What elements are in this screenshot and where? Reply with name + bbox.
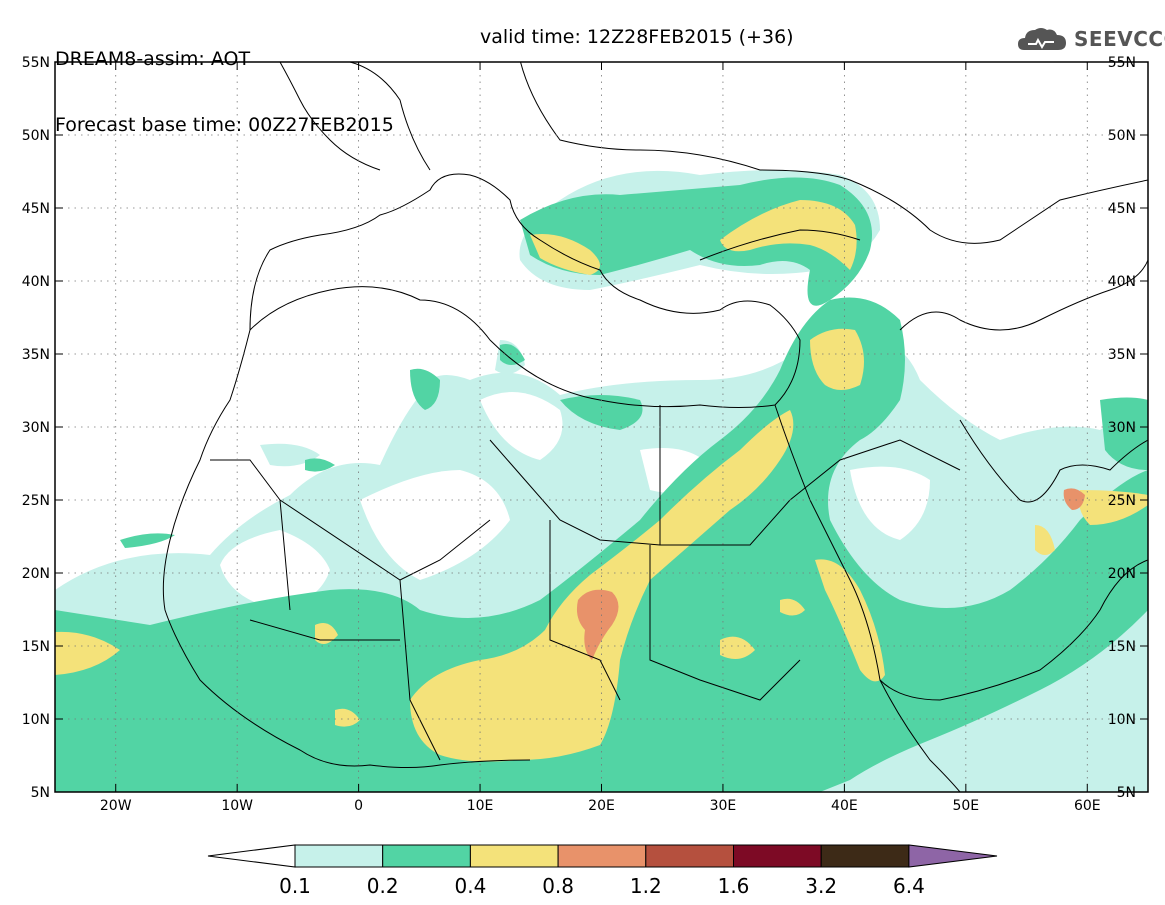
colorbar-label: 6.4	[893, 874, 925, 898]
colorbar-label: 1.6	[718, 874, 750, 898]
colorbar: 0.1 0.2 0.4 0.8 1.2 1.6 3.2 6.4	[207, 844, 998, 898]
colorbar-label: 0.8	[542, 874, 574, 898]
logo-text: SEEVCCC	[1074, 27, 1165, 51]
colorbar-swatch	[469, 844, 559, 868]
lat-tick-label: 35N	[22, 347, 50, 363]
lon-tick-label: 50E	[952, 798, 979, 814]
lat-tick-label-right: 35N	[1108, 347, 1136, 363]
lat-tick-label: 30N	[22, 420, 50, 436]
lat-tick-label-right: 5N	[1117, 785, 1136, 801]
lat-tick-label: 5N	[31, 785, 50, 801]
colorbar-label: 3.2	[805, 874, 837, 898]
seevccc-logo: SEEVCCC	[1016, 24, 1165, 54]
coastlines	[162, 62, 1148, 792]
lat-tick-label: 45N	[22, 201, 50, 217]
lat-tick-label-right: 50N	[1108, 128, 1136, 144]
lat-tick-label-right: 25N	[1108, 493, 1136, 509]
cloud-icon	[1018, 28, 1066, 50]
colorbar-swatch	[557, 844, 647, 868]
valid-time: valid time: 12Z28FEB2015 (+36)	[480, 26, 794, 48]
lat-tick-label: 40N	[22, 274, 50, 290]
gridlines	[55, 62, 1148, 792]
colorbar-arrow-low	[207, 844, 296, 868]
lat-tick-label-right: 15N	[1108, 639, 1136, 655]
map-title: DREAM8-assim: AOT	[55, 48, 251, 70]
colorbar-swatch	[382, 844, 471, 868]
lon-tick-label: 0	[354, 798, 363, 814]
lon-tick-label: 10E	[467, 798, 494, 814]
longitude-axis: 20W 10W 0 10E 20E 30E 40E 50E 60E	[100, 62, 1101, 814]
lat-tick-label: 15N	[22, 639, 50, 655]
lat-tick-label-right: 55N	[1108, 55, 1136, 71]
lat-tick-label-right: 20N	[1108, 566, 1136, 582]
lon-tick-label: 30E	[710, 798, 737, 814]
lat-tick-label-right: 10N	[1108, 712, 1136, 728]
base-time: Forecast base time: 00Z27FEB2015	[55, 114, 394, 136]
lat-tick-label: 55N	[22, 55, 50, 71]
aot-field	[55, 170, 1148, 792]
lat-tick-label: 50N	[22, 128, 50, 144]
lon-tick-label: 20W	[100, 798, 132, 814]
lon-tick-label: 10W	[221, 798, 253, 814]
colorbar-swatch	[733, 844, 822, 868]
lat-tick-label: 20N	[22, 566, 50, 582]
colorbar-swatch	[820, 844, 910, 868]
lat-tick-label-right: 45N	[1108, 201, 1136, 217]
colorbar-label: 0.4	[454, 874, 486, 898]
colorbar-label: 0.2	[367, 874, 399, 898]
lon-tick-label: 20E	[588, 798, 615, 814]
colorbar-label: 1.2	[630, 874, 662, 898]
header: DREAM8-assim: AOT Forecast base time: 00…	[55, 4, 394, 158]
colorbar-swatch	[294, 844, 384, 868]
lat-tick-label: 10N	[22, 712, 50, 728]
lat-tick-label: 25N	[22, 493, 50, 509]
lon-tick-label: 60E	[1074, 798, 1101, 814]
lon-tick-label: 40E	[831, 798, 858, 814]
latitude-axis: 55N 55N 50N 50N 45N 45N 40N 40N 35N 35N 30N 30N 25N 2…	[22, 55, 1148, 801]
lat-tick-label-right: 40N	[1108, 274, 1136, 290]
colorbar-arrow-high	[908, 844, 998, 868]
colorbar-label: 0.1	[279, 874, 311, 898]
lat-tick-label-right: 30N	[1108, 420, 1136, 436]
colorbar-swatch	[645, 844, 734, 868]
